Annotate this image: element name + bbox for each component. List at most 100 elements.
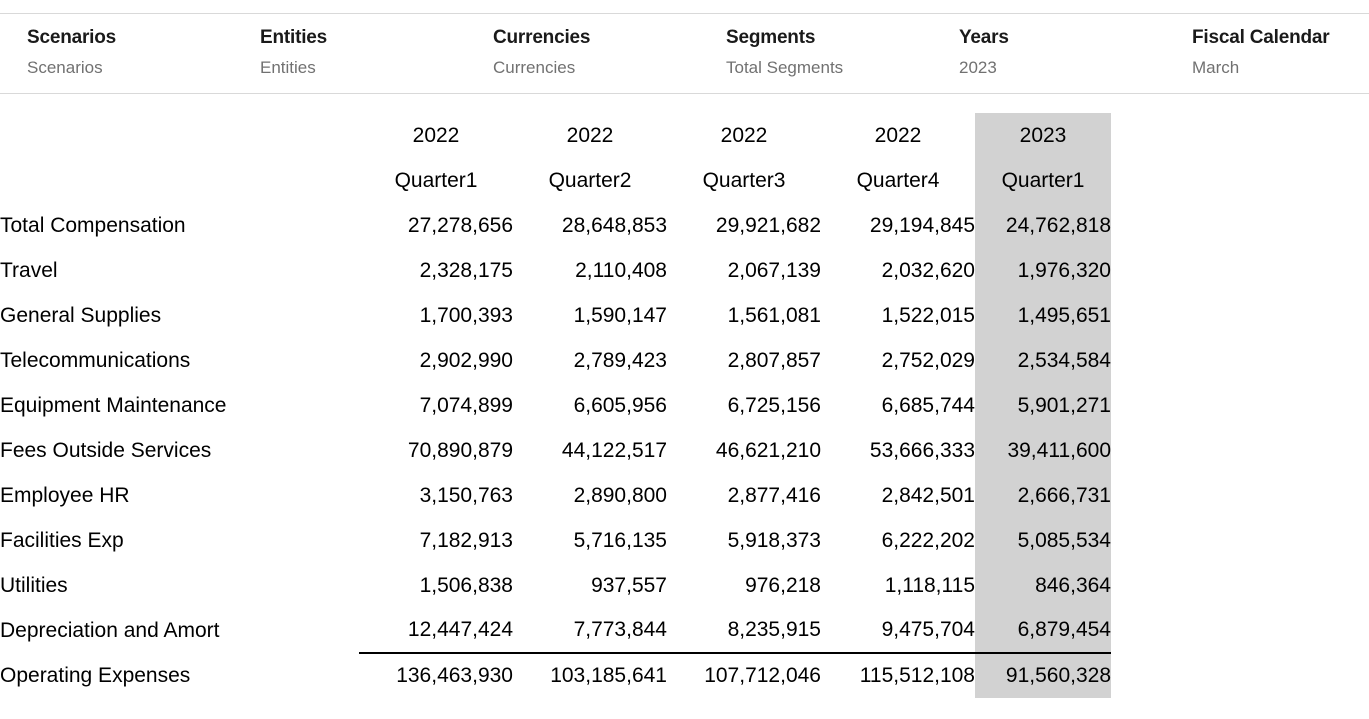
data-cell[interactable]: 6,725,156: [727, 393, 821, 417]
pov-item-fiscal-calendar[interactable]: Fiscal Calendar March: [1192, 27, 1330, 78]
data-cell[interactable]: 2,807,857: [727, 348, 821, 372]
pov-item-currencies[interactable]: Currencies Currencies: [493, 27, 726, 78]
data-cell[interactable]: 6,222,202: [881, 528, 975, 552]
data-cell[interactable]: 1,976,320: [975, 248, 1111, 293]
col-header-year-3[interactable]: 2022: [874, 123, 922, 147]
data-cell[interactable]: 2,067,139: [727, 258, 821, 282]
data-cell[interactable]: 24,762,818: [975, 203, 1111, 248]
data-cell[interactable]: 136,463,930: [359, 652, 513, 698]
data-cell[interactable]: 29,921,682: [715, 213, 821, 237]
col-header-quarter-0[interactable]: Quarter1: [394, 168, 478, 192]
data-cell[interactable]: 7,182,913: [419, 528, 513, 552]
pov-value-scenarios[interactable]: Scenarios: [27, 58, 103, 77]
data-cell[interactable]: 6,605,956: [573, 393, 667, 417]
data-cell[interactable]: 107,712,046: [667, 652, 821, 698]
pov-value-segments[interactable]: Total Segments: [726, 58, 844, 77]
data-cell[interactable]: 5,901,271: [975, 383, 1111, 428]
col-header-quarter-3[interactable]: Quarter4: [856, 168, 940, 192]
corner-cell: [0, 158, 359, 203]
data-cell[interactable]: 1,118,115: [884, 573, 975, 597]
data-cell[interactable]: 6,879,454: [975, 608, 1111, 653]
table-row: Equipment Maintenance 7,074,899 6,605,956 6…: [0, 383, 1111, 428]
pov-value-currencies[interactable]: Currencies: [493, 58, 576, 77]
data-cell[interactable]: 1,522,015: [881, 303, 975, 327]
data-cell[interactable]: 5,918,373: [727, 528, 821, 552]
data-cell[interactable]: 29,194,845: [869, 213, 975, 237]
data-cell[interactable]: 46,621,210: [715, 438, 821, 462]
data-cell[interactable]: 1,561,081: [727, 303, 821, 327]
pov-value-years[interactable]: 2023: [959, 58, 997, 77]
data-cell[interactable]: 5,085,534: [975, 518, 1111, 563]
data-cell[interactable]: 115,512,108: [821, 652, 975, 698]
row-label[interactable]: Equipment Maintenance: [0, 393, 227, 417]
pov-value-entities[interactable]: Entities: [260, 58, 316, 77]
pov-label-scenarios: Scenarios: [27, 27, 117, 48]
data-cell[interactable]: 976,218: [745, 573, 821, 597]
data-cell[interactable]: 1,506,838: [419, 573, 513, 597]
table-row: Employee HR 3,150,763 2,890,800 2,877,416 2,…: [0, 473, 1111, 518]
data-cell[interactable]: 2,842,501: [881, 483, 975, 507]
data-cell[interactable]: 846,364: [975, 563, 1111, 608]
row-label[interactable]: Utilities: [0, 573, 68, 597]
data-cell[interactable]: 2,789,423: [573, 348, 667, 372]
data-cell[interactable]: 8,235,915: [727, 618, 821, 641]
data-cell[interactable]: 2,328,175: [419, 258, 513, 282]
row-label[interactable]: Travel: [0, 258, 58, 282]
row-label[interactable]: Telecommunications: [0, 348, 191, 372]
data-cell[interactable]: 937,557: [591, 573, 667, 597]
pov-item-entities[interactable]: Entities Entities: [260, 27, 493, 78]
data-cell[interactable]: 6,685,744: [881, 393, 975, 417]
col-header-year-2[interactable]: 2022: [720, 123, 768, 147]
data-cell[interactable]: 39,411,600: [975, 428, 1111, 473]
col-header-year-4[interactable]: 2023: [975, 113, 1111, 158]
data-cell[interactable]: 2,110,408: [575, 258, 667, 282]
data-cell[interactable]: 91,560,328: [975, 652, 1111, 698]
col-header-year-1[interactable]: 2022: [566, 123, 614, 147]
data-cell[interactable]: 7,074,899: [419, 393, 513, 417]
data-cell[interactable]: 2,902,990: [419, 348, 513, 372]
col-header-quarter-2[interactable]: Quarter3: [702, 168, 786, 192]
pov-label-segments: Segments: [726, 27, 816, 48]
expense-table-body: Total Compensation 27,278,656 28,648,853 29…: [0, 203, 1111, 698]
pov-value-fiscal-calendar[interactable]: March: [1192, 58, 1240, 77]
expense-table-header: 2022 2022 2022 2022 2023 Quarter1 Quarter2 Quar…: [0, 113, 1111, 203]
data-cell[interactable]: 2,877,416: [727, 483, 821, 507]
col-header-quarter-1[interactable]: Quarter2: [548, 168, 632, 192]
data-cell[interactable]: 2,890,800: [573, 483, 667, 507]
data-cell[interactable]: 1,590,147: [573, 303, 667, 327]
data-cell[interactable]: 2,534,584: [975, 338, 1111, 383]
data-cell[interactable]: 7,773,844: [573, 618, 667, 641]
data-cell[interactable]: 12,447,424: [407, 618, 513, 641]
data-cell[interactable]: 27,278,656: [407, 213, 513, 237]
row-label[interactable]: Employee HR: [0, 483, 130, 507]
col-header-quarter-4[interactable]: Quarter1: [975, 158, 1111, 203]
data-cell[interactable]: 9,475,704: [881, 618, 975, 641]
expense-table: 2022 2022 2022 2022 2023 Quarter1 Quarter2 Quar…: [0, 113, 1111, 698]
row-label[interactable]: Total Compensation: [0, 213, 186, 237]
row-label[interactable]: Depreciation and Amort: [0, 618, 220, 642]
data-cell[interactable]: 70,890,879: [407, 438, 513, 462]
data-cell[interactable]: 5,716,135: [573, 528, 667, 552]
pov-item-years[interactable]: Years 2023: [959, 27, 1192, 78]
data-cell[interactable]: 2,666,731: [975, 473, 1111, 518]
pov-item-segments[interactable]: Segments Total Segments: [726, 27, 959, 78]
data-cell[interactable]: 2,752,029: [881, 348, 975, 372]
row-label[interactable]: Operating Expenses: [0, 663, 191, 687]
corner-cell: [0, 113, 359, 158]
row-label[interactable]: General Supplies: [0, 303, 162, 327]
pov-label-currencies: Currencies: [493, 27, 591, 48]
table-row: General Supplies 1,700,393 1,590,147 1,561,…: [0, 293, 1111, 338]
data-cell[interactable]: 44,122,517: [561, 438, 667, 462]
pov-item-scenarios[interactable]: Scenarios Scenarios: [27, 27, 260, 78]
data-cell[interactable]: 2,032,620: [881, 258, 975, 282]
row-label[interactable]: Facilities Exp: [0, 528, 124, 552]
data-cell[interactable]: 1,700,393: [419, 303, 513, 327]
data-cell[interactable]: 3,150,763: [419, 483, 513, 507]
data-cell[interactable]: 103,185,641: [513, 652, 667, 698]
row-label[interactable]: Fees Outside Services: [0, 438, 212, 462]
col-header-year-0[interactable]: 2022: [412, 123, 460, 147]
table-row: Telecommunications 2,902,990 2,789,423 2,80…: [0, 338, 1111, 383]
data-cell[interactable]: 1,495,651: [975, 293, 1111, 338]
data-cell[interactable]: 28,648,853: [561, 213, 667, 237]
data-cell[interactable]: 53,666,333: [869, 438, 975, 462]
